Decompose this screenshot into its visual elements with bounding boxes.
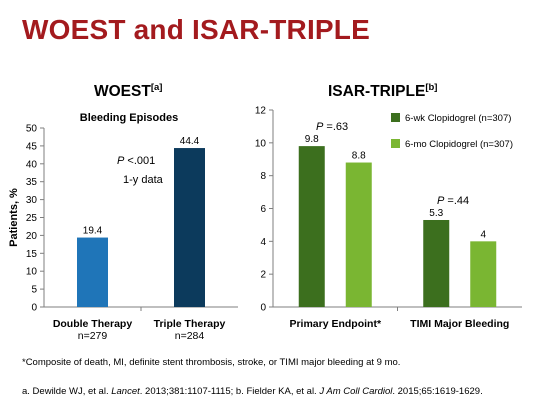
woest-y-tick-label: 45 [26, 141, 38, 152]
ref-b-journal: J Am Coll Cardiol [319, 386, 393, 397]
footnote: *Composite of death, MI, definite stent … [22, 357, 401, 368]
woest-y-tick-label: 50 [26, 124, 38, 135]
isar-title-ref: [b] [425, 82, 438, 93]
isar-p-value-timi: P =.44 [437, 195, 469, 207]
ref-a-cite: . 2013;381:1107-1115; b. Fielder KA, et … [139, 386, 320, 397]
ref-a-text: a. Dewilde WJ, et al. [22, 386, 112, 397]
slide-title: WOEST and ISAR-TRIPLE [22, 14, 370, 45]
woest-bar [174, 148, 205, 307]
isar-bar [298, 146, 325, 307]
isar-y-tick-label: 10 [255, 138, 267, 149]
isar-p-value-timi-p: P [437, 195, 445, 207]
woest-y-tick-label: 10 [26, 267, 38, 278]
isar-y-tick-label: 8 [260, 171, 266, 182]
woest-y-tick-label: 0 [31, 303, 37, 314]
isar-p-value-primary-p: P [316, 121, 324, 133]
ref-b-cite: . 2015;65:1619-1629. [392, 386, 483, 397]
woest-bar-value-label: 19.4 [83, 226, 103, 237]
isar-bar-value-label: 5.3 [429, 208, 443, 219]
woest-bar [77, 237, 108, 307]
isar-bar [345, 162, 372, 307]
isar-p-value-timi-value: =.44 [444, 195, 469, 207]
woest-category-label: Triple Therapy [154, 318, 226, 330]
references: a. Dewilde WJ, et al. Lancet. 2013;381:1… [22, 386, 483, 397]
woest-category-sublabel: n=284 [175, 330, 205, 342]
woest-y-tick-label: 15 [26, 249, 38, 260]
woest-category-label: Double Therapy [53, 318, 133, 330]
woest-bar-value-label: 44.4 [180, 136, 200, 147]
woest-y-tick-label: 30 [26, 195, 38, 206]
isar-p-value-primary: P =.63 [316, 121, 348, 133]
woest-p-value-p: P [117, 155, 125, 167]
isar-bar-value-label: 8.8 [352, 151, 366, 162]
woest-y-axis-label: Patients, % [8, 188, 20, 247]
woest-subtitle: Bleeding Episodes [80, 112, 178, 124]
woest-annotation: 1-y data [123, 174, 164, 186]
woest-y-tick-label: 40 [26, 159, 38, 170]
isar-legend-label: 6-mo Clopidogrel (n=307) [405, 139, 513, 150]
woest-y-tick-label: 35 [26, 177, 38, 188]
isar-category-label: Primary Endpoint* [289, 318, 382, 330]
woest-p-value-value: <.001 [124, 155, 155, 167]
isar-legend-swatch [391, 113, 400, 122]
isar-legend-label: 6-wk Clopidogrel (n=307) [405, 113, 511, 124]
woest-title-text: WOEST [94, 83, 151, 101]
isar-chart-title: ISAR-TRIPLE[b] [328, 82, 437, 101]
isar-y-tick-label: 4 [260, 237, 266, 248]
isar-bar [423, 219, 450, 307]
isar-y-tick-label: 0 [260, 303, 266, 314]
isar-title-text: ISAR-TRIPLE [328, 83, 426, 101]
woest-y-tick-label: 5 [31, 285, 37, 296]
isar-legend-swatch [391, 139, 400, 148]
isar-category-label: TIMI Major Bleeding [410, 318, 509, 330]
woest-title-ref: [a] [150, 82, 163, 93]
isar-p-value-primary-value: =.63 [323, 121, 348, 133]
woest-category-sublabel: n=279 [78, 330, 108, 342]
isar-y-tick-label: 6 [260, 204, 266, 215]
ref-a-journal: Lancet [111, 386, 140, 397]
woest-y-tick-label: 25 [26, 213, 38, 224]
isar-bar-value-label: 9.8 [305, 134, 319, 145]
woest-chart-title: WOEST[a] [94, 82, 162, 101]
isar-y-tick-label: 12 [255, 106, 267, 117]
woest-y-tick-label: 20 [26, 231, 38, 242]
isar-bar-value-label: 4 [480, 229, 486, 240]
woest-p-value: P <.001 [117, 155, 155, 167]
isar-bar [470, 241, 497, 307]
isar-y-tick-label: 2 [260, 270, 266, 281]
